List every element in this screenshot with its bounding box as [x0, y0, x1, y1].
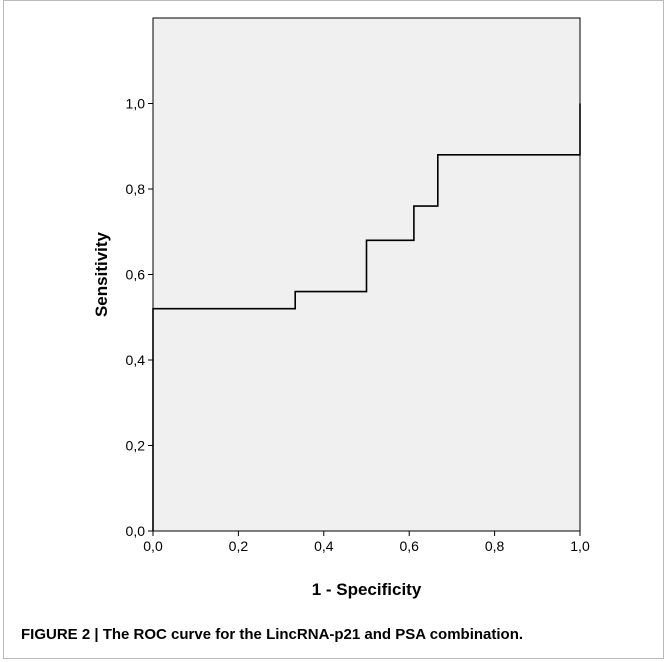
y-tick-label: 0,8 [126, 181, 146, 197]
x-tick-label: 0,0 [143, 538, 163, 554]
y-tick-label: 1,0 [126, 96, 146, 112]
y-axis-label: Sensitivity [92, 231, 111, 317]
y-tick-label: 0,2 [126, 438, 146, 454]
roc-curve-line [152, 103, 581, 531]
x-tick-label: 0,6 [399, 538, 419, 554]
y-tick-label: 0,4 [126, 352, 146, 368]
figure-caption: FIGURE 2 | The ROC curve for the LincRNA… [21, 626, 524, 643]
x-tick-label: 0,8 [485, 538, 505, 554]
roc-chart: 0,0 0,2 0,4 0,6 0,8 1,0 0,0 0,2 0,4 0,6 0,8 1,0 1 -… [92, 17, 590, 599]
x-tick-label: 1,0 [570, 538, 590, 554]
y-tick-label: 0,0 [126, 523, 146, 539]
x-tick-label: 0,4 [314, 538, 334, 554]
y-tick-label: 0,6 [126, 267, 146, 283]
x-tick-label: 0,2 [229, 538, 249, 554]
x-axis-label: 1 - Specificity [312, 580, 422, 599]
